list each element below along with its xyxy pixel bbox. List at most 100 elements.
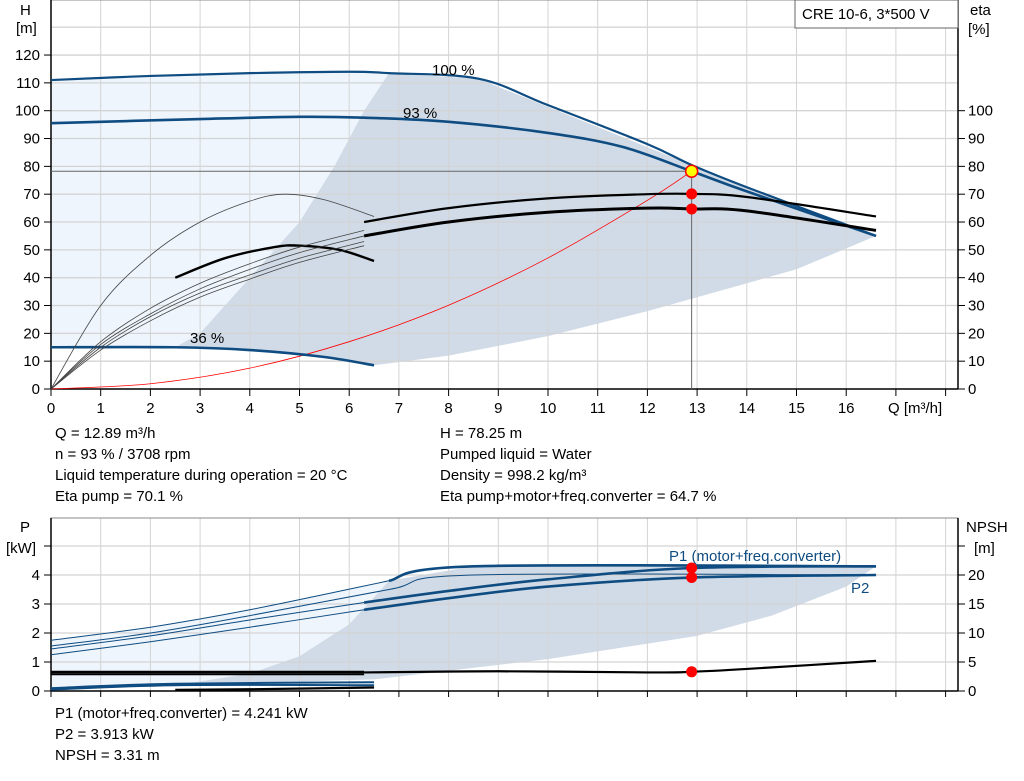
y-tick-label-left: 10 — [23, 353, 40, 370]
x-tick-label: 2 — [146, 400, 154, 417]
eta-total-point — [686, 203, 698, 215]
y-tick-label-left: 50 — [23, 242, 40, 259]
curve-eta_total — [363, 206, 877, 238]
x-tick-label: 14 — [738, 400, 755, 417]
curve-label-p2: P2 — [851, 580, 869, 597]
result-density: Density = 998.2 kg/m³ — [440, 467, 587, 484]
y-tick-label-left: 30 — [23, 298, 40, 315]
p-tick-label: 3 — [32, 596, 40, 613]
eta-pump-point — [686, 188, 698, 200]
y-tick-label-left: 0 — [32, 381, 40, 398]
npsh-axis-unit: [m] — [974, 540, 995, 557]
result-npsh: NPSH = 3.31 m — [55, 747, 160, 764]
x-axis-label: Q [m³/h] — [888, 400, 942, 417]
npsh-tick-label: 10 — [968, 625, 985, 642]
x-tick-label: 12 — [639, 400, 656, 417]
result-q: Q = 12.89 m³/h — [55, 425, 156, 442]
y-tick-label-right: 0 — [968, 381, 976, 398]
y-tick-label-right: 100 — [968, 103, 993, 120]
curve-eta_family — [50, 245, 365, 390]
y-tick-label-right: 70 — [968, 186, 985, 203]
result-p2: P2 = 3.913 kW — [55, 726, 154, 743]
y-tick-label-left: 90 — [23, 131, 40, 148]
curve-eta_family — [50, 229, 365, 390]
npsh-tick-label: 15 — [968, 596, 985, 613]
y-tick-label-left: 80 — [23, 158, 40, 175]
x-tick-label: 7 — [395, 400, 403, 417]
npsh-tick-label: 0 — [968, 683, 976, 700]
y-tick-label-right: 20 — [968, 325, 985, 342]
y-tick-label-left: 40 — [23, 270, 40, 287]
y-axis-label-right-unit: [%] — [968, 21, 990, 38]
x-tick-label: 10 — [540, 400, 557, 417]
head-dark-region — [175, 73, 877, 366]
y-tick-label-left: 70 — [23, 186, 40, 203]
curve-NPSH — [175, 686, 375, 691]
y-tick-label-left: 20 — [23, 325, 40, 342]
y-tick-label-left: 100 — [15, 103, 40, 120]
x-tick-label: 11 — [590, 400, 606, 417]
result-liquid: Pumped liquid = Water — [440, 446, 592, 463]
result-temperature: Liquid temperature during operation = 20… — [55, 467, 348, 484]
head-light-region — [51, 71, 389, 348]
curve-eta_min — [50, 193, 375, 390]
x-tick-label: 8 — [444, 400, 452, 417]
curve-NPSH — [364, 659, 877, 674]
curve-label-p1: P1 (motor+freq.converter) — [669, 548, 841, 565]
result-p1: P1 (motor+freq.converter) = 4.241 kW — [55, 705, 308, 722]
npsh-tick-label: 5 — [968, 654, 976, 671]
y-tick-label-right: 30 — [968, 298, 985, 315]
curve-P_low — [50, 681, 375, 690]
curve-P — [363, 565, 877, 604]
curve-label-100: 100 % — [432, 62, 475, 79]
y-tick-label-right: 80 — [968, 158, 985, 175]
y-tick-label-right: 40 — [968, 270, 985, 287]
title-box — [794, 0, 959, 29]
y-tick-label-left: 60 — [23, 214, 40, 231]
duty-point — [684, 164, 699, 178]
x-tick-label: 1 — [97, 400, 105, 417]
curve-P_thin — [50, 573, 877, 647]
y-tick-label-left: 120 — [15, 47, 40, 64]
npsh-tick-label: 20 — [968, 567, 985, 584]
chart-title: CRE 10-6, 3*500 V — [802, 6, 930, 23]
curve-H-100 — [50, 70, 877, 237]
p2-point — [686, 572, 698, 584]
y-axis-label-right: eta — [970, 2, 992, 19]
curve-P_thin — [50, 609, 365, 656]
y-axis-label-left: H — [20, 2, 31, 19]
curve-H-93 — [50, 115, 877, 238]
x-tick-label: 3 — [196, 400, 204, 417]
p-axis-unit: [kW] — [6, 540, 36, 557]
p-tick-label: 4 — [32, 567, 40, 584]
curve-eta_36 — [174, 244, 375, 279]
y-tick-label-right: 50 — [968, 242, 985, 259]
result-eta-total: Eta pump+motor+freq.converter = 64.7 % — [440, 488, 717, 505]
curve-P-P2 — [363, 573, 877, 612]
p-tick-label: 1 — [32, 654, 40, 671]
result-eta-pump: Eta pump = 70.1 % — [55, 488, 183, 505]
y-tick-label-right: 90 — [968, 131, 985, 148]
x-tick-label: 13 — [689, 400, 706, 417]
power-dark-region — [175, 566, 877, 686]
curve-eta_pump — [363, 192, 877, 224]
curve-label-93: 93 % — [403, 105, 437, 122]
x-tick-label: 0 — [47, 400, 55, 417]
curve-P_thin — [50, 580, 390, 641]
x-tick-label: 9 — [494, 400, 502, 417]
curve-eta_family — [50, 235, 365, 390]
npsh-axis-label: NPSH — [966, 519, 1008, 536]
y-tick-label-right: 60 — [968, 214, 985, 231]
curve-label-36: 36 % — [190, 330, 224, 347]
npsh-point — [686, 666, 698, 678]
y-axis-label-left-unit: [m] — [16, 20, 37, 37]
p-axis-label: P — [20, 519, 30, 536]
x-tick-label: 6 — [345, 400, 353, 417]
curve-P_thin — [50, 602, 365, 650]
p1-point — [686, 562, 698, 574]
x-tick-label: 16 — [838, 400, 855, 417]
curve-H-36 — [50, 345, 375, 367]
curve-eta_family — [50, 241, 365, 390]
x-tick-label: 4 — [246, 400, 254, 417]
y-tick-label-right: 10 — [968, 353, 985, 370]
